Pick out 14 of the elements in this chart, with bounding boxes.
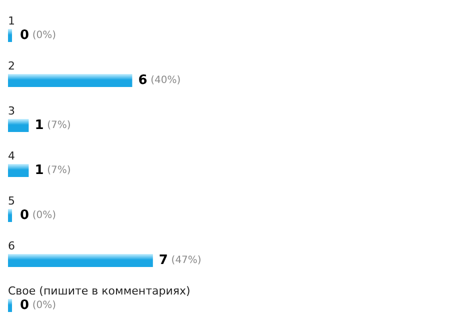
data-label: 7 (47%) [158, 253, 202, 268]
y-tick-label: 5 [8, 194, 15, 208]
y-tick-label: Свое (пишите в комментариях) [8, 284, 190, 298]
data-label: 1 (7%) [34, 163, 71, 178]
data-label: 0 (0%) [20, 28, 56, 43]
y-tick-label: 2 [8, 60, 15, 72]
data-label: 0 (0%) [20, 298, 56, 313]
y-tick-label: 1 [8, 14, 15, 28]
data-label: 6 (40%) [138, 73, 181, 88]
y-tick-label: 3 [8, 104, 15, 118]
data-label: 0 (0%) [20, 208, 56, 223]
y-tick-label: 6 [8, 240, 15, 252]
y-tick-label: 4 [8, 150, 15, 162]
data-label: 1 (7%) [34, 118, 71, 133]
